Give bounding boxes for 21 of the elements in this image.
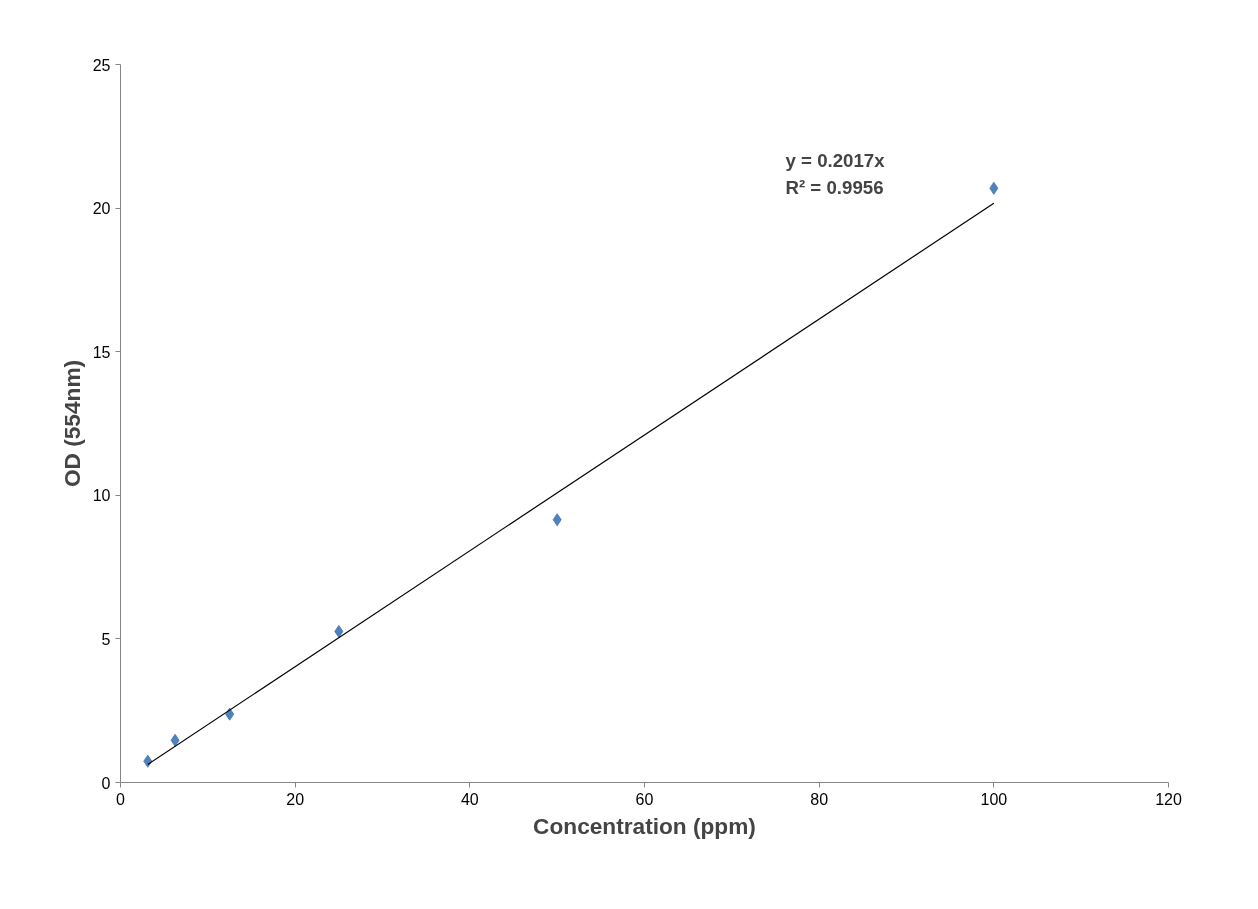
x-tick-label: 60 [635,790,654,808]
y-tick-label: 25 [92,56,111,74]
x-tick-label: 0 [116,790,126,808]
y-tick-label: 20 [92,200,111,218]
y-tick-label: 10 [92,487,111,505]
x-tick-label: 100 [980,790,1008,808]
point [334,624,344,638]
annotation: R² = 0.9956 [785,176,884,198]
y-tick-label: 15 [92,343,111,361]
x-tick-label: 80 [810,790,829,808]
y-tick-label: 0 [101,774,111,792]
y-tick-label: 5 [101,630,111,648]
point [552,513,562,527]
x-axis-title: Concentration (ppm) [533,812,756,839]
y-axis-title: OD (554nm) [58,359,85,488]
x-tick-label: 120 [1155,790,1182,808]
point [989,181,999,195]
point [170,733,180,747]
annotation: y = 0.2017x [785,149,886,171]
x-tick-label: 40 [460,790,479,808]
x-tick-label: 20 [286,790,305,808]
